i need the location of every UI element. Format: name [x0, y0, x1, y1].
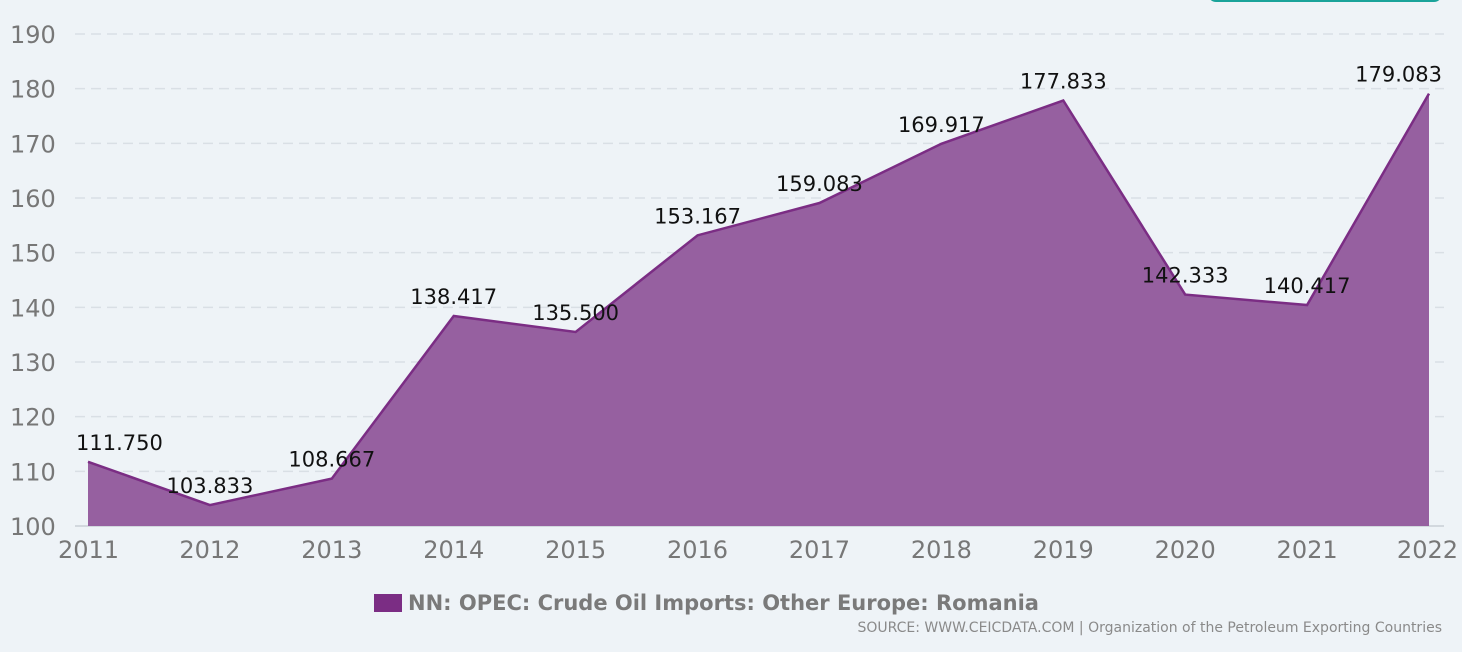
data-label: 111.750 [76, 431, 163, 455]
legend[interactable]: NN: OPEC: Crude Oil Imports: Other Europ… [374, 590, 1039, 616]
data-label: 142.333 [1142, 264, 1229, 288]
data-label: 103.833 [166, 474, 253, 498]
x-tick-label: 2015 [545, 536, 606, 564]
data-label: 153.167 [654, 204, 741, 228]
y-tick-label: 170 [10, 130, 56, 158]
area-series [87, 93, 1431, 527]
y-tick-label: 160 [10, 185, 56, 213]
y-tick-label: 120 [10, 404, 56, 432]
x-tick-label: 2017 [789, 536, 850, 564]
area-fill [88, 93, 1429, 527]
x-tick-label: 2016 [667, 536, 728, 564]
y-tick-label: 190 [10, 21, 56, 49]
x-tick-label: 2019 [1033, 536, 1094, 564]
y-tick-label: 150 [10, 240, 56, 268]
source-note: SOURCE: WWW.CEICDATA.COM | Organization … [857, 620, 1442, 636]
data-label: 179.083 [1355, 63, 1442, 87]
legend-swatch [374, 594, 402, 612]
x-tick-label: 2011 [58, 536, 119, 564]
legend-label: NN: OPEC: Crude Oil Imports: Other Europ… [408, 591, 1039, 615]
y-axis-ticks: 100 110 120 130 140 150 160 170 180 190 [10, 21, 56, 541]
x-tick-label: 2013 [301, 536, 362, 564]
data-label: 140.417 [1264, 274, 1351, 298]
x-axis-ticks: 2011 2012 2013 2014 2015 2016 2017 2018 2019 2020… [58, 536, 1458, 564]
x-tick-label: 2018 [911, 536, 972, 564]
y-tick-label: 100 [10, 513, 56, 541]
data-label: 159.083 [776, 172, 863, 196]
y-tick-label: 140 [10, 294, 56, 322]
data-label: 177.833 [1020, 70, 1107, 94]
data-label: 135.500 [532, 301, 619, 325]
data-label: 169.917 [898, 113, 985, 137]
x-tick-label: 2021 [1277, 536, 1338, 564]
x-tick-label: 2022 [1397, 536, 1458, 564]
x-tick-label: 2014 [423, 536, 484, 564]
y-tick-label: 130 [10, 349, 56, 377]
data-label: 108.667 [288, 448, 375, 472]
data-label: 138.417 [410, 285, 497, 309]
area-line [87, 93, 1431, 507]
x-tick-label: 2012 [179, 536, 240, 564]
y-tick-label: 110 [10, 458, 56, 486]
x-tick-label: 2020 [1155, 536, 1216, 564]
y-tick-label: 180 [10, 76, 56, 104]
